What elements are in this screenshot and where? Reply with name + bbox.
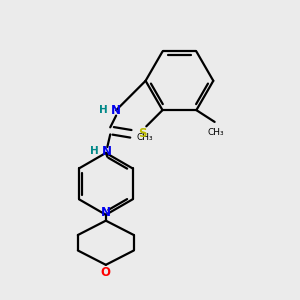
- Text: H: H: [90, 146, 99, 156]
- Text: N: N: [111, 104, 121, 117]
- Text: CH₃: CH₃: [208, 128, 224, 137]
- Text: CH₃: CH₃: [136, 133, 153, 142]
- Text: H: H: [99, 105, 108, 115]
- Text: N: N: [101, 206, 111, 219]
- Text: S: S: [138, 127, 147, 140]
- Text: N: N: [102, 145, 112, 158]
- Text: O: O: [101, 266, 111, 279]
